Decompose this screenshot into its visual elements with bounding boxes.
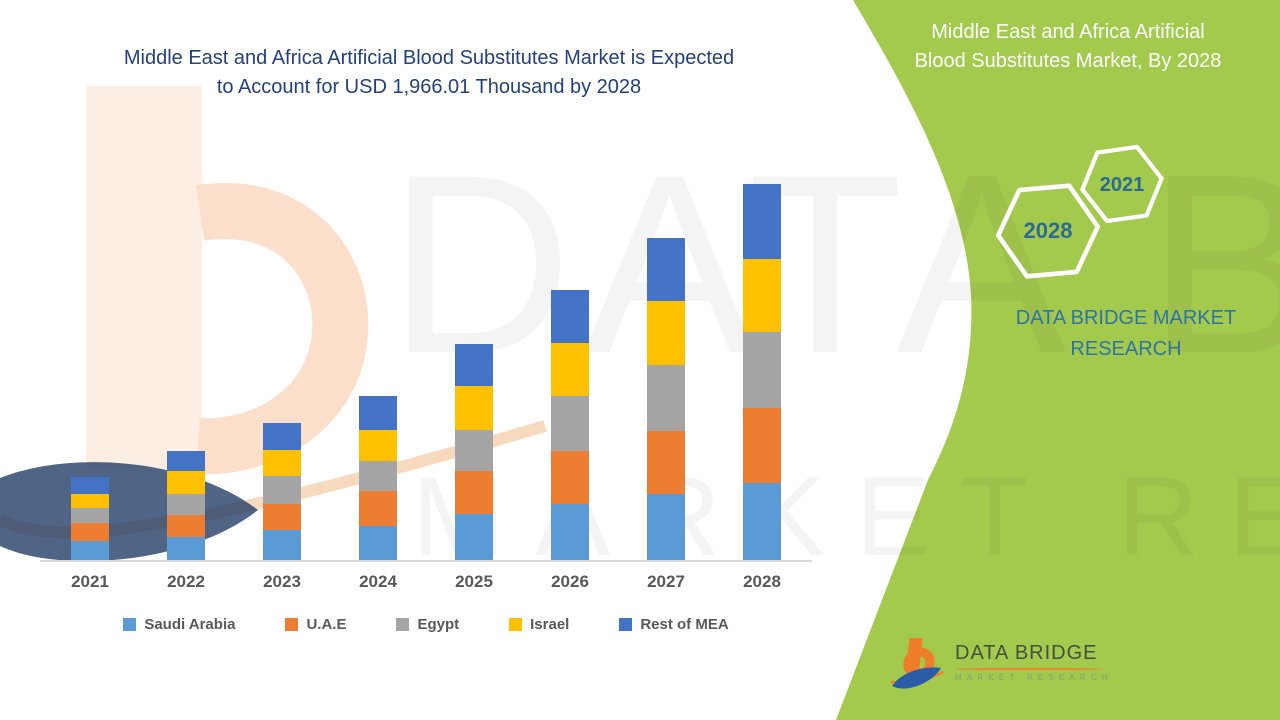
bar-2023 xyxy=(234,184,330,560)
bar-segment-2021-egypt xyxy=(71,507,109,523)
bar-segment-2021-u-a-e xyxy=(71,522,109,541)
x-axis-labels: 2021 2022 2023 2024 2025 2026 2027 2028 xyxy=(42,572,810,592)
x-axis-label-2027: 2027 xyxy=(647,572,685,591)
bar-segment-2021-rest-of-mea xyxy=(71,477,109,495)
bar-segment-2026-israel xyxy=(551,343,589,397)
hexagon-2028-label: 2028 xyxy=(1024,218,1073,243)
bar-segment-2024-u-a-e xyxy=(359,491,397,526)
bar-segment-2028-u-a-e xyxy=(743,407,781,483)
brand-text: DATA BRIDGE MARKET RESEARCH xyxy=(932,303,1280,365)
legend-swatch xyxy=(619,618,633,631)
x-axis-label-2022: 2022 xyxy=(167,572,205,591)
legend-label: Egypt xyxy=(417,616,460,633)
chart-headline-line2: to Account for USD 1,966.01 Thousand by … xyxy=(216,76,642,98)
bar-segment-2023-saudi-arabia xyxy=(263,530,301,560)
hexagon-2021 xyxy=(1080,144,1164,224)
bar-segment-2024-saudi-arabia xyxy=(359,525,397,560)
legend-label: Israel xyxy=(530,616,570,633)
legend-swatch xyxy=(123,618,137,631)
bar-segment-2023-israel xyxy=(263,449,301,477)
bar-segment-2027-israel xyxy=(647,300,685,366)
bar-segment-2021-saudi-arabia xyxy=(71,540,109,560)
x-axis-label-2023: 2023 xyxy=(263,572,301,591)
bar-segment-2022-saudi-arabia xyxy=(167,536,205,560)
panel-title-line2: Blood Substitutes Market, By 2028 xyxy=(914,50,1222,72)
footer-logo-divider xyxy=(955,668,1103,670)
bar-segment-2026-u-a-e xyxy=(551,450,589,505)
legend-item-u-a-e: U.A.E xyxy=(285,616,346,633)
bar-segment-2028-rest-of-mea xyxy=(743,184,781,260)
bar-segment-2024-rest-of-mea xyxy=(359,395,397,430)
legend-label: U.A.E xyxy=(306,616,347,633)
data-bridge-logo-icon xyxy=(890,638,944,689)
bar-segment-2023-egypt xyxy=(263,476,301,505)
legend-label: Saudi Arabia xyxy=(144,616,236,633)
bar-2024 xyxy=(330,184,426,560)
chart-legend: Saudi Arabia U.A.E Egypt Israel Rest of MEA xyxy=(42,616,810,633)
x-axis-label-2025: 2025 xyxy=(455,572,493,591)
bar-segment-2025-israel xyxy=(455,386,493,431)
x-axis-label-2021: 2021 xyxy=(71,572,109,591)
legend-item-egypt: Egypt xyxy=(396,616,459,633)
legend-item-saudi-arabia: Saudi Arabia xyxy=(123,616,235,633)
hexagon-2028 xyxy=(995,183,1101,279)
legend-swatch xyxy=(285,618,299,631)
legend-item-rest-of-mea: Rest of MEA xyxy=(619,616,729,633)
bar-segment-2024-israel xyxy=(359,429,397,461)
x-axis-label-2024: 2024 xyxy=(359,572,397,591)
bar-2025 xyxy=(426,184,522,560)
bar-segment-2027-rest-of-mea xyxy=(647,237,685,301)
bar-segment-2027-saudi-arabia xyxy=(647,494,685,560)
footer-logo-name: DATA BRIDGE xyxy=(955,642,1098,664)
hexagon-year-badges: 2028 2021 xyxy=(995,144,1164,279)
brand-text-line2: RESEARCH xyxy=(1070,338,1182,360)
bar-segment-2025-u-a-e xyxy=(455,471,493,515)
bar-2022 xyxy=(138,184,234,560)
bar-segment-2026-saudi-arabia xyxy=(551,504,589,560)
x-axis-label-2028: 2028 xyxy=(743,572,781,591)
bar-segment-2022-rest-of-mea xyxy=(167,450,205,472)
bar-segment-2022-israel xyxy=(167,471,205,495)
bar-segment-2022-u-a-e xyxy=(167,514,205,537)
bar-2028 xyxy=(714,184,810,560)
footer-logo: DATA BRIDGE MARKET RESEARCH xyxy=(889,634,1113,696)
chart-headline: Middle East and Africa Artificial Blood … xyxy=(36,44,822,102)
chart-headline-line1: Middle East and Africa Artificial Blood … xyxy=(123,47,735,69)
bar-segment-2028-egypt xyxy=(743,332,781,408)
panel-title-line1: Middle East and Africa Artificial xyxy=(931,21,1205,43)
panel-title: Middle East and Africa Artificial Blood … xyxy=(868,18,1268,76)
footer-logo-tagline: MARKET RESEARCH xyxy=(955,673,1113,682)
bar-segment-2026-egypt xyxy=(551,396,589,451)
legend-item-israel: Israel xyxy=(509,616,569,633)
bar-segment-2028-israel xyxy=(743,259,781,333)
bar-segment-2023-rest-of-mea xyxy=(263,423,301,450)
bar-segment-2023-u-a-e xyxy=(263,504,301,531)
bar-segment-2028-saudi-arabia xyxy=(743,482,781,560)
bar-2026 xyxy=(522,184,618,560)
brand-text-line1: DATA BRIDGE MARKET xyxy=(1015,307,1237,329)
bar-segment-2025-rest-of-mea xyxy=(455,343,493,387)
bar-segment-2027-u-a-e xyxy=(647,430,685,495)
bar-2027 xyxy=(618,184,714,560)
x-axis-label-2026: 2026 xyxy=(551,572,589,591)
stacked-bar-chart xyxy=(42,184,810,560)
bar-segment-2022-egypt xyxy=(167,494,205,515)
bar-segment-2027-egypt xyxy=(647,365,685,431)
footer-logo-text: DATA BRIDGE MARKET RESEARCH xyxy=(955,634,1113,682)
bar-segment-2021-israel xyxy=(71,494,109,508)
bar-segment-2024-egypt xyxy=(359,460,397,492)
legend-swatch xyxy=(396,618,410,631)
bar-segment-2025-egypt xyxy=(455,430,493,472)
hexagon-2021-label: 2021 xyxy=(1100,174,1145,196)
bar-segment-2026-rest-of-mea xyxy=(551,290,589,344)
bar-2021 xyxy=(42,184,138,560)
legend-label: Rest of MEA xyxy=(640,616,729,633)
bar-segment-2025-saudi-arabia xyxy=(455,514,493,560)
legend-swatch xyxy=(509,618,523,631)
x-axis-line xyxy=(40,560,812,562)
